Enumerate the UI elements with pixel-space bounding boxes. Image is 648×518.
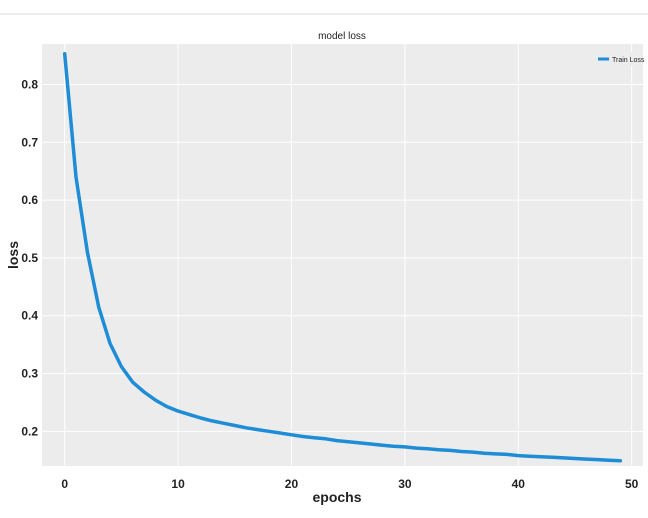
y-tick-label: 0.2 <box>21 424 38 438</box>
x-axis-label: epochs <box>312 489 361 505</box>
legend-box <box>594 52 640 66</box>
y-axis-label: loss <box>5 241 21 269</box>
chart-title: model loss <box>318 31 366 42</box>
x-tick-label: 0 <box>61 477 68 491</box>
legend: Train Loss <box>594 52 645 66</box>
y-tick-label: 0.7 <box>21 135 38 149</box>
x-tick-label: 20 <box>285 477 299 491</box>
grid-lines <box>42 44 643 466</box>
x-axis-ticks: 0 10 20 30 40 50 <box>61 477 638 491</box>
y-axis-ticks: 0.2 0.3 0.4 0.5 0.6 0.7 0.8 <box>21 77 38 438</box>
train-loss-line <box>62 52 623 463</box>
y-tick-label: 0.6 <box>21 193 38 207</box>
plot-area <box>42 44 643 466</box>
y-tick-label: 0.4 <box>21 309 38 323</box>
x-tick-label: 30 <box>398 477 412 491</box>
legend-label-train-loss: Train Loss <box>612 57 645 64</box>
x-tick-label: 40 <box>512 477 526 491</box>
y-tick-label: 0.8 <box>21 77 38 91</box>
x-tick-label: 10 <box>171 477 185 491</box>
y-tick-label: 0.3 <box>21 367 38 381</box>
y-tick-label: 0.5 <box>21 251 38 265</box>
x-tick-label: 50 <box>625 477 639 491</box>
